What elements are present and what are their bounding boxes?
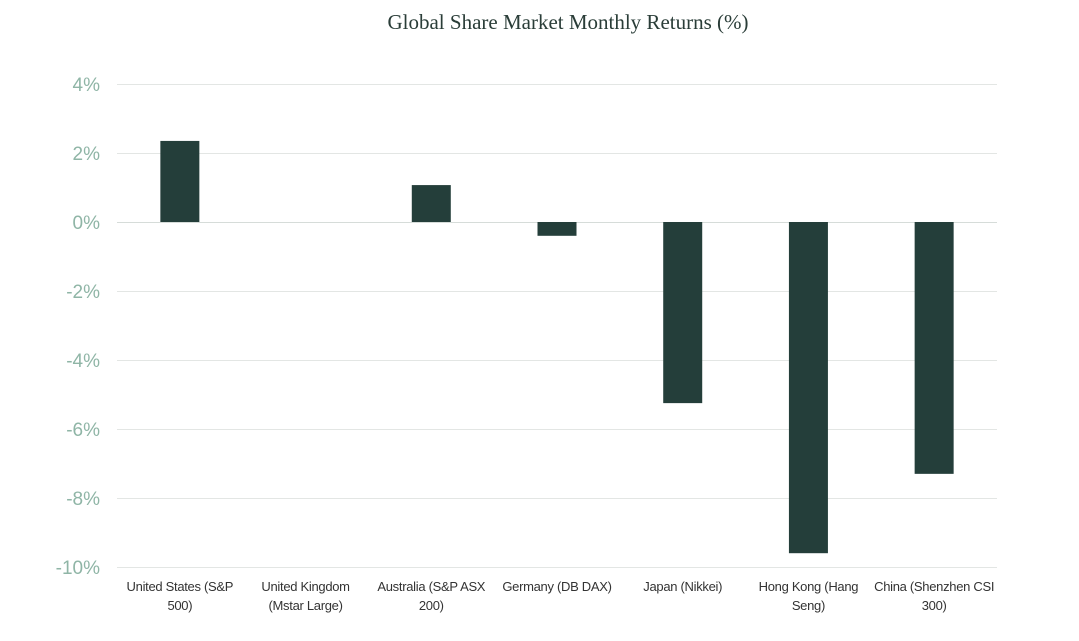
y-tick-label: -6%: [66, 420, 100, 441]
bar: [914, 222, 954, 474]
x-tick-label-line: Japan (Nikkei): [643, 579, 722, 594]
x-tick-label-line: Australia (S&P ASX: [377, 579, 485, 594]
x-tick-label: United Kingdom (Mstar Large): [261, 579, 349, 613]
y-tick-label: -4%: [66, 351, 100, 372]
bar: [411, 185, 451, 222]
bar: [537, 222, 577, 236]
x-tick-label-line: (Mstar Large): [269, 598, 343, 613]
bars: [160, 140, 954, 554]
y-tick-label: -10%: [56, 558, 100, 579]
y-tick-label: 4%: [73, 75, 101, 96]
bar: [788, 222, 828, 554]
y-tick-label: 2%: [73, 144, 101, 165]
y-tick-label: 0%: [73, 213, 101, 234]
x-tick-label-line: United States (S&P: [127, 579, 234, 594]
x-tick-label: Hong Kong (Hang Seng): [759, 579, 859, 613]
x-tick-label-line: Germany (DB DAX): [502, 579, 611, 594]
x-tick-label-line: 500): [167, 598, 192, 613]
x-tick-label-line: 300): [922, 598, 947, 613]
x-axis-tick-labels: United States (S&P 500) United Kingdom (Mst…: [127, 579, 995, 613]
x-tick-label: Germany (DB DAX): [502, 579, 611, 594]
x-tick-label-line: Hong Kong (Hang: [759, 579, 859, 594]
bar: [160, 140, 200, 222]
x-tick-label-line: United Kingdom: [261, 579, 349, 594]
x-tick-label-line: Seng): [792, 598, 825, 613]
x-tick-label: Australia (S&P ASX 200): [377, 579, 485, 613]
x-tick-label: China (Shenzhen CSI 300): [874, 579, 994, 613]
x-tick-label-line: 200): [419, 598, 444, 613]
bar: [663, 222, 703, 404]
chart-title: Global Share Market Monthly Returns (%): [387, 10, 748, 34]
y-axis-tick-labels: 4% 2% 0% -2% -4% -6% -8% -10%: [56, 75, 100, 579]
x-tick-label: United States (S&P 500): [127, 579, 234, 613]
x-tick-label: Japan (Nikkei): [643, 579, 722, 594]
gridlines: [117, 84, 997, 568]
y-tick-label: -8%: [66, 489, 100, 510]
y-tick-label: -2%: [66, 282, 100, 303]
x-tick-label-line: China (Shenzhen CSI: [874, 579, 994, 594]
